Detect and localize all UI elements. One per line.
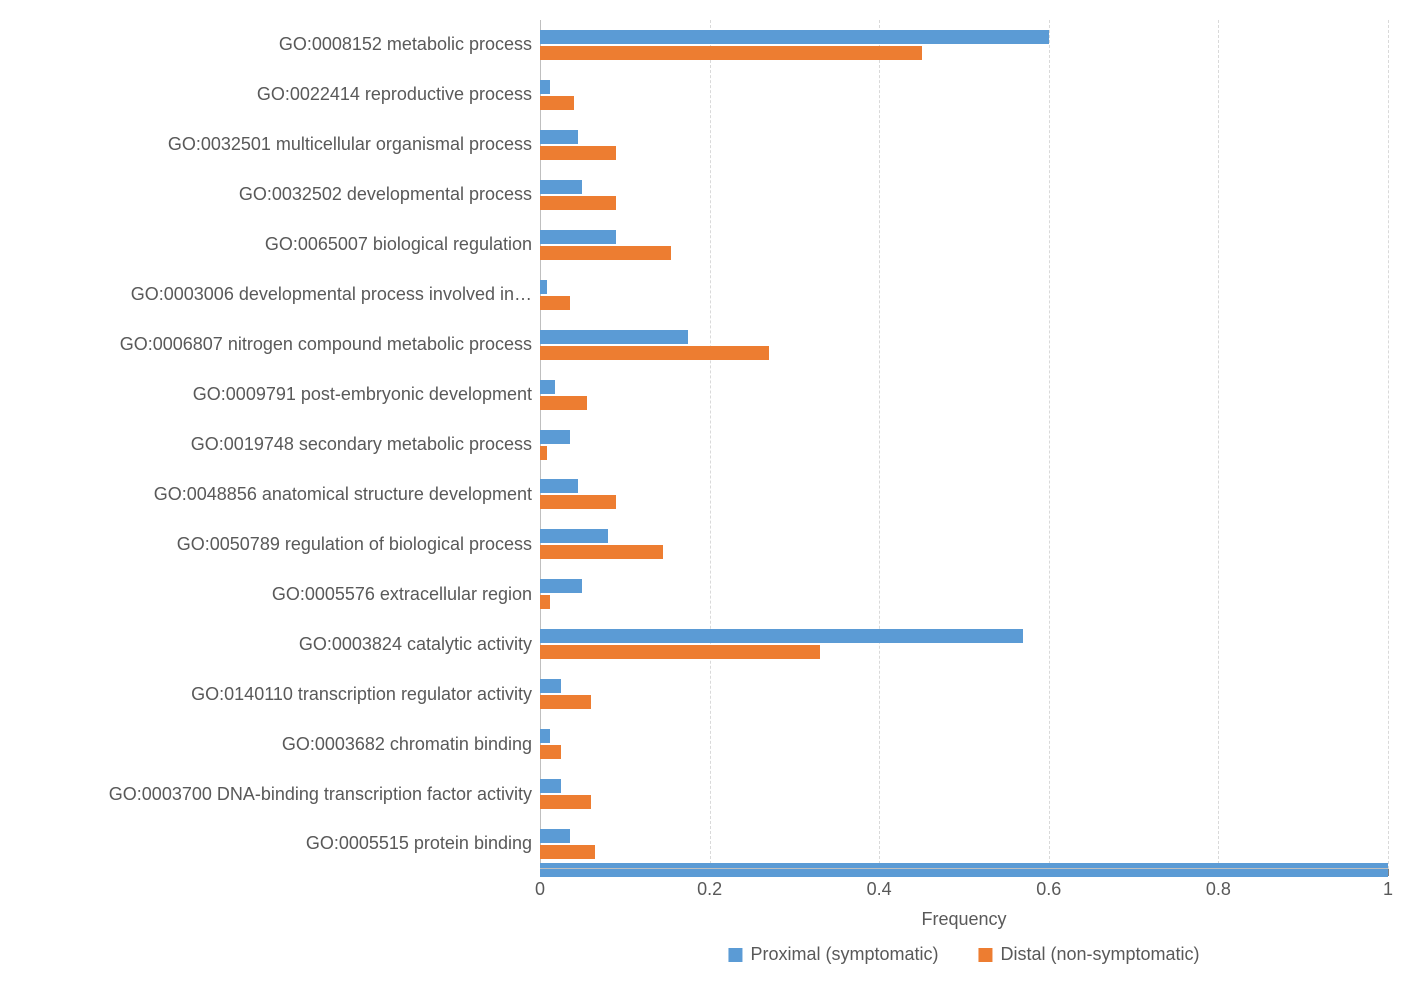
legend-label: Distal (non-symptomatic) <box>1000 944 1199 965</box>
category-label: GO:0048856 anatomical structure developm… <box>0 469 540 519</box>
category-label: GO:0019748 secondary metabolic process <box>0 420 540 470</box>
chart-container: GO:0008152 metabolic processGO:0022414 r… <box>0 0 1418 989</box>
x-tick-label: 0 <box>535 879 545 900</box>
category-label: GO:0140110 transcription regulator activ… <box>0 669 540 719</box>
x-axis-title: Frequency <box>921 909 1006 930</box>
category-label: GO:0032501 multicellular organismal proc… <box>0 120 540 170</box>
legend-swatch <box>728 948 742 962</box>
category-label: GO:0032502 developmental process <box>0 170 540 220</box>
x-tick-label: 1 <box>1383 879 1393 900</box>
legend-item: Distal (non-symptomatic) <box>978 944 1199 965</box>
x-tick-label: 0.4 <box>867 879 892 900</box>
category-label: GO:0022414 reproductive process <box>0 70 540 120</box>
category-label: GO:0008152 metabolic process <box>0 20 540 70</box>
category-labels-column: GO:0008152 metabolic processGO:0022414 r… <box>0 20 540 869</box>
category-label: GO:0050789 regulation of biological proc… <box>0 519 540 569</box>
category-label: GO:0009791 post-embryonic development <box>0 370 540 420</box>
legend: Proximal (symptomatic) Distal (non-sympto… <box>728 944 1199 965</box>
x-tick-label: 0.6 <box>1036 879 1061 900</box>
x-axis-line <box>540 868 1388 869</box>
axis-layer <box>540 20 1388 869</box>
category-label: GO:0003824 catalytic activity <box>0 619 540 669</box>
category-label: GO:0003700 DNA-binding transcription fac… <box>0 769 540 819</box>
legend-label: Proximal (symptomatic) <box>750 944 938 965</box>
category-label: GO:0005515 protein binding <box>0 819 540 869</box>
x-tick-label: 0.8 <box>1206 879 1231 900</box>
category-label: GO:0005576 extracellular region <box>0 569 540 619</box>
category-label: GO:0003006 developmental process involve… <box>0 270 540 320</box>
legend-swatch <box>978 948 992 962</box>
category-label: GO:0006807 nitrogen compound metabolic p… <box>0 320 540 370</box>
grid-line <box>1388 20 1389 869</box>
plot-area <box>540 20 1388 869</box>
x-tick-mark <box>1388 869 1389 876</box>
legend-item: Proximal (symptomatic) <box>728 944 938 965</box>
category-label: GO:0065007 biological regulation <box>0 220 540 270</box>
x-tick-labels: 00.20.40.60.81 <box>540 879 1388 909</box>
x-tick-label: 0.2 <box>697 879 722 900</box>
category-label: GO:0003682 chromatin binding <box>0 719 540 769</box>
